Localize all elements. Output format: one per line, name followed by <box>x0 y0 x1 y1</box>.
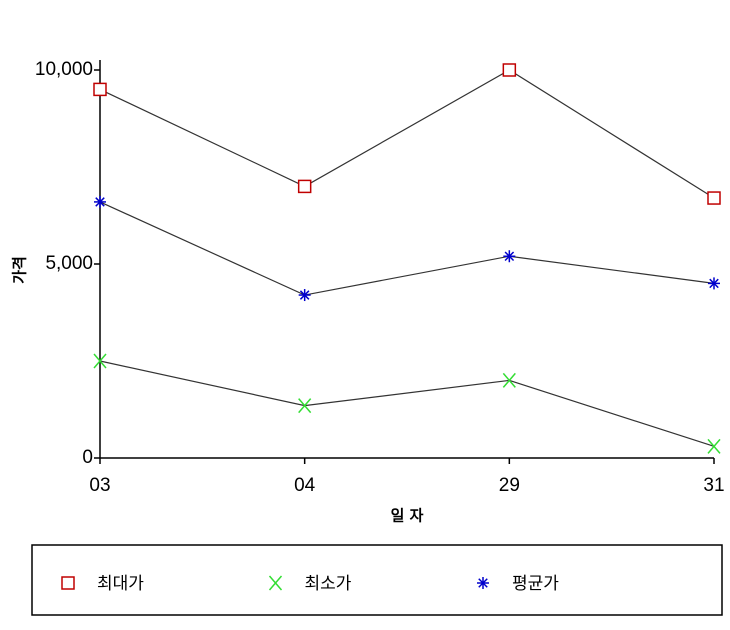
marker <box>297 179 312 194</box>
legend-box <box>31 544 723 616</box>
x-tick-label: 29 <box>499 475 520 496</box>
series-line <box>99 69 715 199</box>
marker <box>502 63 517 77</box>
y-tick-label: 0 <box>82 447 93 468</box>
marker <box>93 82 107 97</box>
y-axis-label: 가격 <box>11 256 29 284</box>
y-tick-label: 10,000 <box>35 59 93 80</box>
series-line <box>99 360 715 447</box>
marker <box>268 575 283 591</box>
marker <box>298 289 311 302</box>
marker <box>61 576 75 590</box>
legend-label: 평균가 <box>512 574 559 594</box>
series-line <box>99 201 715 296</box>
x-axis-label: 일 자 <box>391 507 424 525</box>
marker <box>93 353 107 369</box>
marker <box>502 372 516 388</box>
x-tick-label: 31 <box>703 475 724 496</box>
x-tick-label: 04 <box>294 475 316 496</box>
legend-label: 최대가 <box>97 574 144 594</box>
x-tick-label: 03 <box>89 475 110 496</box>
marker <box>298 398 312 414</box>
legend-label: 최소가 <box>305 574 352 594</box>
marker <box>477 577 489 589</box>
marker <box>94 195 106 208</box>
marker <box>707 438 721 454</box>
marker <box>708 277 720 290</box>
marker <box>707 191 721 205</box>
marker <box>503 250 516 263</box>
y-tick-label: 5,000 <box>45 253 93 274</box>
